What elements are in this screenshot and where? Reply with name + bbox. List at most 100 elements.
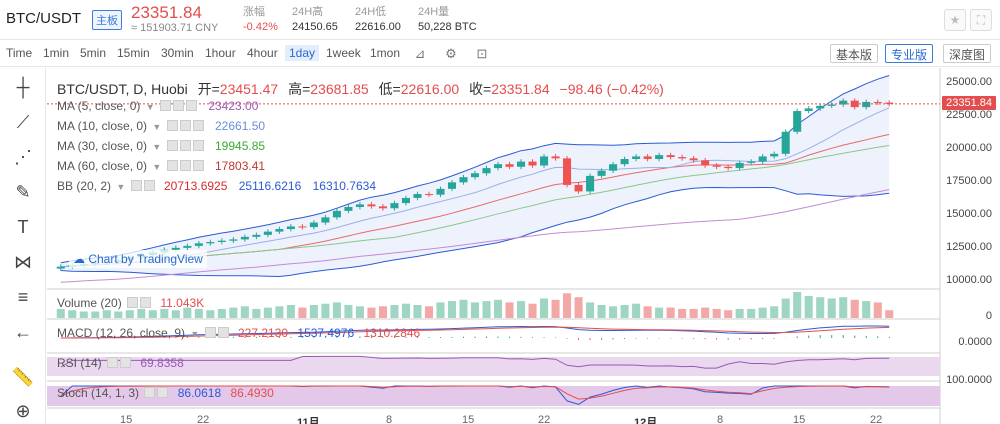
indicators-icon[interactable]: ⚙ bbox=[445, 46, 457, 61]
zoom-in-tool-icon[interactable]: ⊕ bbox=[15, 401, 31, 421]
settings-icon[interactable] bbox=[179, 160, 191, 171]
volume-bar bbox=[275, 306, 284, 318]
tf-1min[interactable]: 1min bbox=[43, 46, 70, 60]
y-axis-label: 10000.00 bbox=[946, 274, 992, 286]
volume-bar bbox=[655, 307, 664, 318]
stat-label: 24H低 bbox=[355, 6, 387, 18]
candle-body bbox=[540, 156, 549, 166]
eye-icon[interactable] bbox=[166, 140, 178, 151]
low-label: 低= bbox=[378, 81, 401, 97]
view-depth-button[interactable]: 深度图 bbox=[943, 44, 992, 63]
settings-icon[interactable] bbox=[179, 120, 191, 131]
price-chart[interactable]: BTC/USDT, D, Huobi 开=23451.47 高=23681.85… bbox=[47, 68, 1000, 424]
volume-bar bbox=[447, 301, 457, 318]
back-arrow-icon[interactable]: ← bbox=[14, 322, 32, 342]
volume-bar bbox=[298, 307, 307, 318]
legend-volume[interactable]: Volume (20) 11.043K bbox=[57, 296, 204, 310]
last-price: 23351.84 bbox=[131, 3, 202, 22]
pair-name[interactable]: BTC/USDT bbox=[6, 10, 81, 27]
star-icon[interactable]: ★ bbox=[944, 9, 966, 31]
view-basic-button[interactable]: 基本版 bbox=[830, 44, 879, 63]
volume-bar bbox=[770, 306, 779, 318]
close-icon[interactable] bbox=[157, 387, 169, 398]
indicator-value: 20713.6925 bbox=[163, 179, 228, 193]
crosshair-tool-icon[interactable]: ┼ bbox=[16, 77, 30, 97]
legend-bb[interactable]: BB (20, 2) ▼ 20713.6925 25116.6216 16310… bbox=[57, 179, 376, 193]
volume-bar bbox=[332, 302, 341, 318]
tf-1week[interactable]: 1week bbox=[326, 46, 361, 60]
ruler-tool-icon[interactable]: 📏 bbox=[11, 367, 35, 387]
close-icon[interactable] bbox=[192, 160, 204, 171]
legend-ma10[interactable]: MA (10, close, 0) ▼ 22661.50 bbox=[57, 119, 265, 133]
chevron-down-icon[interactable]: ▼ bbox=[152, 142, 162, 152]
chevron-down-icon[interactable]: ▼ bbox=[152, 122, 162, 132]
close-icon[interactable] bbox=[140, 297, 152, 308]
crosshair-icon[interactable]: ⊡ bbox=[476, 46, 488, 61]
tf-15min[interactable]: 15min bbox=[117, 46, 150, 60]
legend-stoch[interactable]: Stoch (14, 1, 3) 86.0618 86.4930 bbox=[57, 386, 274, 400]
candle-body bbox=[827, 104, 836, 106]
close-icon[interactable] bbox=[192, 120, 204, 131]
chevron-down-icon[interactable]: ▼ bbox=[190, 329, 200, 339]
symbol-label[interactable]: BTC/USDT, D, Huobi bbox=[57, 81, 188, 97]
tf-5min[interactable]: 5min bbox=[80, 46, 107, 60]
trendline-tool-icon[interactable]: ⟋ bbox=[16, 112, 30, 132]
settings-icon[interactable] bbox=[144, 387, 156, 398]
tf-time[interactable]: Time bbox=[6, 46, 33, 60]
candle-body bbox=[332, 210, 341, 218]
volume-bar bbox=[206, 310, 215, 318]
chevron-down-icon[interactable]: ▼ bbox=[116, 182, 126, 192]
tf-1hour[interactable]: 1hour bbox=[205, 46, 236, 60]
ma60-line bbox=[60, 189, 890, 283]
volume-bar bbox=[482, 301, 491, 318]
tradingview-watermark[interactable]: ☁ Chart by TradingView bbox=[69, 250, 207, 268]
fullscreen-icon[interactable]: ⛶ bbox=[970, 9, 992, 31]
macd-signal-line bbox=[60, 326, 890, 339]
settings-icon[interactable] bbox=[179, 140, 191, 151]
volume-bar bbox=[91, 311, 100, 318]
measure-tool-icon[interactable]: ≡ bbox=[17, 287, 29, 307]
close-icon[interactable] bbox=[185, 100, 197, 111]
settings-icon[interactable] bbox=[127, 297, 139, 308]
eye-icon[interactable] bbox=[159, 100, 171, 111]
stat-24h-low: 24H低 22616.00 bbox=[355, 5, 401, 35]
fib-tool-icon[interactable]: ⋰ bbox=[14, 147, 32, 167]
brush-tool-icon[interactable]: ✎ bbox=[15, 182, 31, 202]
x-axis-label: 15 bbox=[120, 414, 133, 424]
eye-icon[interactable] bbox=[166, 120, 178, 131]
close-icon[interactable] bbox=[217, 327, 229, 338]
volume-bar bbox=[183, 307, 192, 318]
candle-body bbox=[551, 156, 560, 159]
tf-1day[interactable]: 1day bbox=[285, 45, 320, 61]
eye-icon[interactable] bbox=[166, 160, 178, 171]
settings-icon[interactable] bbox=[172, 100, 184, 111]
tf-30min[interactable]: 30min bbox=[161, 46, 194, 60]
settings-icon[interactable] bbox=[107, 357, 119, 368]
chevron-down-icon[interactable]: ▼ bbox=[152, 162, 162, 172]
candle-style-icon[interactable]: ⊿ bbox=[414, 46, 426, 61]
tf-1mon[interactable]: 1mon bbox=[370, 46, 401, 60]
view-pro-button[interactable]: 专业版 bbox=[885, 44, 934, 63]
close-icon[interactable] bbox=[120, 357, 132, 368]
settings-icon[interactable] bbox=[130, 180, 142, 191]
legend-ma60[interactable]: MA (60, close, 0) ▼ 17803.41 bbox=[57, 159, 265, 173]
candle-body bbox=[194, 243, 203, 246]
tf-4hour[interactable]: 4hour bbox=[247, 46, 278, 60]
close-icon[interactable] bbox=[192, 140, 204, 151]
legend-ma5[interactable]: MA (5, close, 0) ▼ 23423.00 bbox=[57, 99, 258, 113]
settings-icon[interactable] bbox=[204, 327, 216, 338]
close-icon[interactable] bbox=[143, 180, 155, 191]
indicator-value: 227.2130 bbox=[238, 326, 289, 340]
high-label: 高= bbox=[288, 81, 311, 97]
volume-bar bbox=[885, 310, 894, 318]
volume-bar bbox=[666, 307, 675, 318]
volume-bar bbox=[862, 301, 871, 318]
stat-label: 24H量 bbox=[418, 6, 450, 18]
chevron-down-icon[interactable]: ▼ bbox=[145, 102, 155, 112]
pattern-tool-icon[interactable]: ⋈ bbox=[14, 252, 32, 272]
chart-canvas[interactable] bbox=[47, 68, 1000, 424]
legend-ma30[interactable]: MA (30, close, 0) ▼ 19945.85 bbox=[57, 139, 265, 153]
text-tool-icon[interactable]: T bbox=[17, 217, 29, 237]
legend-macd[interactable]: MACD (12, 26, close, 9) ▼ 227.2130 1537.… bbox=[57, 326, 420, 340]
legend-rsi[interactable]: RSI (14) 69.8358 bbox=[57, 356, 184, 370]
